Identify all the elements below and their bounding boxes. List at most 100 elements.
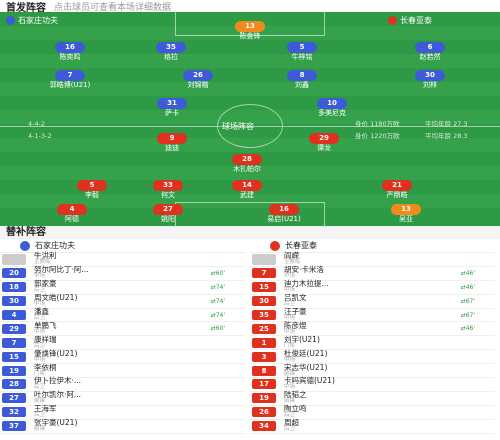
coach-avatar [2,253,26,265]
bench-player-row[interactable]: 30 吕凯文 后卫 ⇄67' [250,294,495,309]
player-away-4[interactable]: 33 何文 [136,180,200,200]
player-away-2[interactable]: 28 木扎帕尔 [215,154,279,174]
player-away-0[interactable]: 9 迪迪 [140,133,204,153]
player-number: 29 [309,133,339,144]
bench-player-name: 陆韬之 [284,390,307,400]
away-value: 身价 1220万欧 [355,132,400,140]
bench-player-row[interactable]: 34 周超 后卫 [250,419,495,434]
bench-player-row[interactable]: 8 宋志华(U21) 前锋 [250,362,495,379]
pitch-away-label: 长春亚泰 [388,15,432,26]
player-home-8[interactable]: 31 萨卡 [140,98,204,118]
player-number: 7 [55,70,85,81]
bench-player-number: 19 [2,365,26,376]
player-name: 格拉 [164,53,178,61]
bench-player-position: 中场 [34,328,46,335]
bench-player-row[interactable]: 32 王海军 后卫 [0,405,245,420]
player-away-3[interactable]: 5 李毅 [60,180,124,200]
bench-player-row[interactable]: 35 汪子豪 中场 ⇄67' [250,308,495,323]
bench-player-row[interactable]: 7 康祥瑞 后卫 [0,336,245,351]
bench-player-name: 宋志华(U21) [284,362,328,372]
player-number: 9 [157,133,187,144]
player-home-3[interactable]: 6 赵若然 [398,42,462,62]
bench-player-row[interactable]: 26 陶立鸣 后卫 [250,405,495,420]
player-number: 27 [153,204,183,215]
bench-player-name: 肇焕锋(U21) [34,348,78,358]
home-coach-row[interactable]: 牛洪利 主教练 [0,252,245,267]
bench-player-number: 17 [252,379,276,390]
player-away-5[interactable]: 14 武建 [215,180,279,200]
lineup-title: 首发阵容 [6,2,46,14]
player-home-1[interactable]: 35 格拉 [139,42,203,62]
bench-player-position: 前锋 [34,398,46,405]
bench-player-row[interactable]: 29 单鹏飞 中场 ⇄60' [0,320,245,337]
player-home-2[interactable]: 5 牛梓铭 [270,42,334,62]
player-name: 多美尼克 [318,109,346,117]
player-away-9[interactable]: 16 易启(U21) [252,204,316,224]
bench-player-row[interactable]: 19 李依桐 门将 [0,363,245,379]
bench-player-number: 30 [252,296,276,307]
player-home-4[interactable]: 7 郭皓博(U21) [38,70,102,90]
bench-player-position: 后卫 [34,412,46,419]
bench-player-row[interactable]: 15 迪力木拉提... 中场 ⇄46' [250,280,495,295]
player-home-5[interactable]: 26 刘锦楷 [166,70,230,90]
bench-player-name: 单鹏飞 [34,320,57,330]
coach-avatar [252,253,276,265]
player-number: 13 [391,204,421,215]
bench-player-row[interactable]: 17 卡吗宾德(U21) 中场 [250,377,495,392]
bench-player-number: 28 [2,379,26,390]
bench-title: 替补阵容 [0,226,500,239]
bench-player-row[interactable]: 25 陈彦煜 中场 ⇄46' [250,320,495,337]
bench-player-position: 中场 [34,301,46,308]
bench-player-number: 19 [252,393,276,404]
bench-player-row[interactable]: 15 肇焕锋(U21) 中场 [0,348,245,365]
player-number: 10 [317,98,347,109]
player-away-10[interactable]: 13 吴亚 [374,204,438,224]
bench-player-name: 伊卜拉伊木·... [34,376,82,386]
bench-player-row[interactable]: 18 郭家豪 后卫 ⇄74' [0,280,245,295]
bench-player-number: 18 [2,282,26,293]
player-name: 严鼎皓 [386,191,408,199]
bench-player-position: 前锋 [34,426,46,433]
player-number: 28 [232,154,262,165]
bench-player-row[interactable]: 30 周文皓(U21) 中场 ⇄74' [0,294,245,309]
player-away-6[interactable]: 21 严鼎皓 [365,180,429,200]
player-number: 35 [156,42,186,53]
sub-in-time: ⇄67' [460,311,475,319]
bench-player-row[interactable]: 7 胡安·卡米洛 中场 ⇄46' [250,266,495,281]
bench-player-position: 后卫 [284,301,296,308]
bench-player-row[interactable]: 27 叶尔凯尔·阿... 前锋 [0,391,245,406]
home-value: 身价 1180万欧 [355,120,400,128]
player-home-6[interactable]: 8 刘鑫 [270,70,334,90]
bench-player-name: 潘鑫 [34,307,49,317]
away-bench: 长春亚泰 阎嵘 主教练 7 胡安·卡米洛 中场 ⇄46' 15 迪力木拉提... 中场 ⇄46'… [250,239,495,434]
bench-player-number: 30 [2,296,26,307]
bench-player-number: 35 [252,310,276,320]
bench-player-row[interactable]: 20 努尔阿比丁·阿... 中场 ⇄60' [0,266,245,281]
bench-player-number: 15 [2,351,26,362]
bench-player-position: 后卫 [34,315,46,322]
player-home-0[interactable]: 16 陈奕鸣 [38,42,102,62]
sub-in-time: ⇄74' [210,311,225,319]
bench-player-row[interactable]: 3 杜俊廷(U21) 中场 [250,349,495,365]
bench-player-row[interactable]: 1 刘宇(U21) 门将 [250,336,495,351]
player-home-9[interactable]: 10 多美尼克 [300,98,364,118]
bench-player-row[interactable]: 28 伊卜拉伊木·... 后卫 [0,376,245,392]
sub-in-time: ⇄46' [460,283,475,291]
player-away-7[interactable]: 4 阿德 [40,204,104,224]
player-home-gk[interactable]: 13 陈金锋 [218,21,282,41]
bench-player-row[interactable]: 37 张宇豪(U21) 前锋 [0,418,245,434]
bench-player-name: 陈彦煜 [284,320,307,330]
bench-player-name: 张宇豪(U21) [34,418,78,428]
player-name: 刘鑫 [295,81,309,89]
player-name: 萨卡 [165,109,179,117]
player-name: 李毅 [85,191,99,199]
player-home-7[interactable]: 30 刘林 [398,70,462,90]
player-away-8[interactable]: 27 姚阳 [136,204,200,224]
lineup-subtitle: 点击球员可查看本场详细数据 [54,2,172,13]
bench-player-row[interactable]: 19 陆韬之 前锋 [250,390,495,406]
player-number: 31 [157,98,187,109]
bench-player-row[interactable]: 4 潘鑫 后卫 ⇄74' [0,307,245,323]
away-coach-row[interactable]: 阎嵘 主教练 [250,252,495,267]
bench-player-position: 中场 [284,328,296,335]
player-away-1[interactable]: 29 谭龙 [292,133,356,153]
